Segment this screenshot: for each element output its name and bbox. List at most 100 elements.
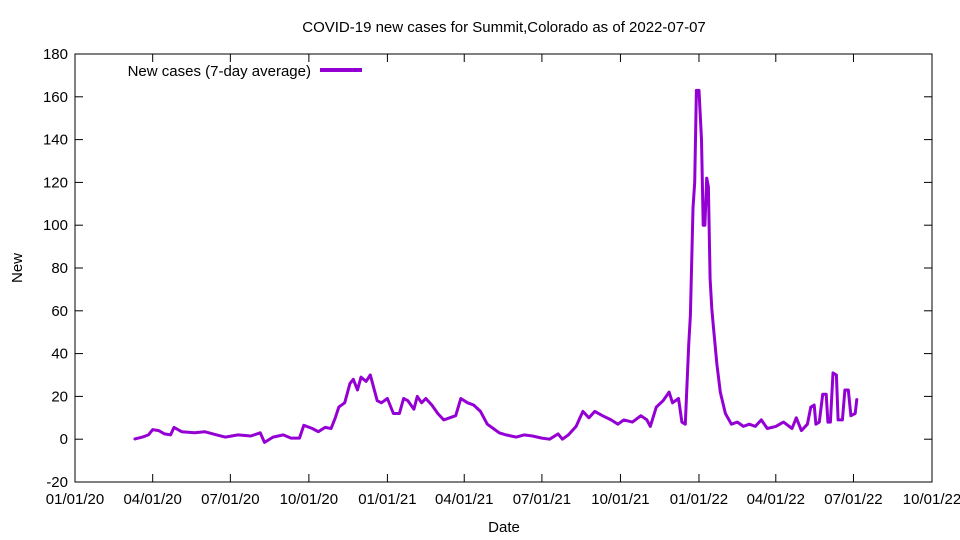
data-point [259, 432, 261, 434]
y-tick-label: 180 [43, 46, 68, 63]
data-point [303, 424, 305, 426]
data-point [795, 417, 797, 419]
data-point [392, 412, 394, 415]
data-point [324, 426, 326, 428]
y-tick-label: 20 [51, 388, 68, 405]
y-tick-label: 60 [51, 303, 68, 320]
data-point [437, 412, 439, 415]
data-point [782, 421, 785, 423]
data-point [800, 430, 803, 432]
x-tick-label: 10/01/20 [280, 491, 338, 508]
data-point [181, 431, 183, 433]
x-tick-label: 10/01/21 [591, 491, 649, 508]
data-point [655, 406, 657, 408]
data-point [700, 139, 703, 141]
data-point [707, 186, 710, 188]
data-point [376, 400, 378, 402]
data-point [832, 372, 834, 374]
data-point [152, 429, 154, 431]
data-point [311, 427, 313, 430]
x-axis-label: Date [488, 519, 520, 536]
data-point [290, 437, 292, 439]
x-tick-label: 07/01/20 [201, 491, 259, 508]
data-point [724, 412, 727, 415]
data-point [854, 412, 856, 415]
data-point [754, 425, 756, 427]
data-point [443, 419, 445, 421]
data-point [646, 419, 648, 421]
data-point [601, 415, 604, 417]
data-point [694, 181, 696, 183]
data-point [695, 89, 698, 91]
data-point [498, 432, 500, 434]
data-point [282, 434, 284, 436]
data-point [631, 421, 634, 423]
data-point [623, 419, 625, 421]
data-point [250, 435, 252, 437]
data-point [775, 425, 777, 427]
data-point [698, 89, 700, 91]
data-point [561, 438, 564, 440]
data-point [449, 417, 451, 419]
data-point [263, 441, 266, 443]
y-tick-label: 120 [43, 174, 68, 191]
x-tick-label: 01/01/22 [670, 491, 728, 508]
data-point [709, 278, 711, 280]
data-point [610, 419, 612, 421]
data-point [224, 436, 226, 438]
data-point [344, 402, 346, 404]
data-point [847, 389, 849, 391]
data-point [829, 421, 832, 423]
data-point [844, 389, 846, 391]
y-tick-label: -20 [46, 474, 68, 491]
data-point [681, 421, 683, 423]
data-point [791, 427, 793, 430]
y-tick-label: 140 [43, 132, 68, 149]
y-tick-label: 80 [51, 260, 68, 277]
data-point [588, 417, 590, 419]
x-tick-label: 04/01/21 [435, 491, 493, 508]
data-point [766, 427, 768, 430]
data-point [352, 378, 354, 380]
data-point [677, 397, 680, 400]
data-point [567, 434, 570, 436]
data-point [856, 397, 858, 400]
data-point [806, 423, 809, 425]
data-point [479, 410, 482, 412]
data-point [712, 327, 715, 329]
x-tick-label: 04/01/20 [123, 491, 181, 508]
axis-ticks [74, 53, 933, 483]
data-point [398, 412, 400, 415]
data-point [706, 177, 708, 179]
data-point [467, 402, 469, 404]
data-point [684, 423, 686, 425]
data-point [386, 397, 388, 400]
x-tick-label: 04/01/22 [747, 491, 805, 508]
data-point [582, 410, 584, 412]
data-point [317, 431, 319, 433]
data-point [505, 434, 507, 436]
data-point [431, 404, 433, 406]
data-point [649, 425, 651, 427]
tick-labels: 01/01/20 04/01/20 07/01/20 10/01/20 01/01/21… [43, 46, 960, 508]
data-point [813, 404, 815, 406]
data-point [204, 431, 206, 433]
data-point [455, 415, 457, 417]
y-tick-label: 160 [43, 89, 68, 106]
data-point [704, 224, 706, 226]
data-point [492, 427, 494, 430]
data-point [730, 423, 733, 425]
data-point [662, 400, 664, 402]
y-axis-label: New [9, 253, 26, 283]
data-point [575, 425, 577, 427]
data-point [818, 421, 820, 423]
data-point [719, 391, 721, 393]
data-point [460, 397, 462, 400]
data-point [356, 389, 359, 391]
plot-frame [74, 53, 933, 483]
data-point [216, 434, 218, 436]
data-point [825, 393, 827, 395]
data-point [810, 406, 812, 408]
data-point [822, 393, 824, 395]
